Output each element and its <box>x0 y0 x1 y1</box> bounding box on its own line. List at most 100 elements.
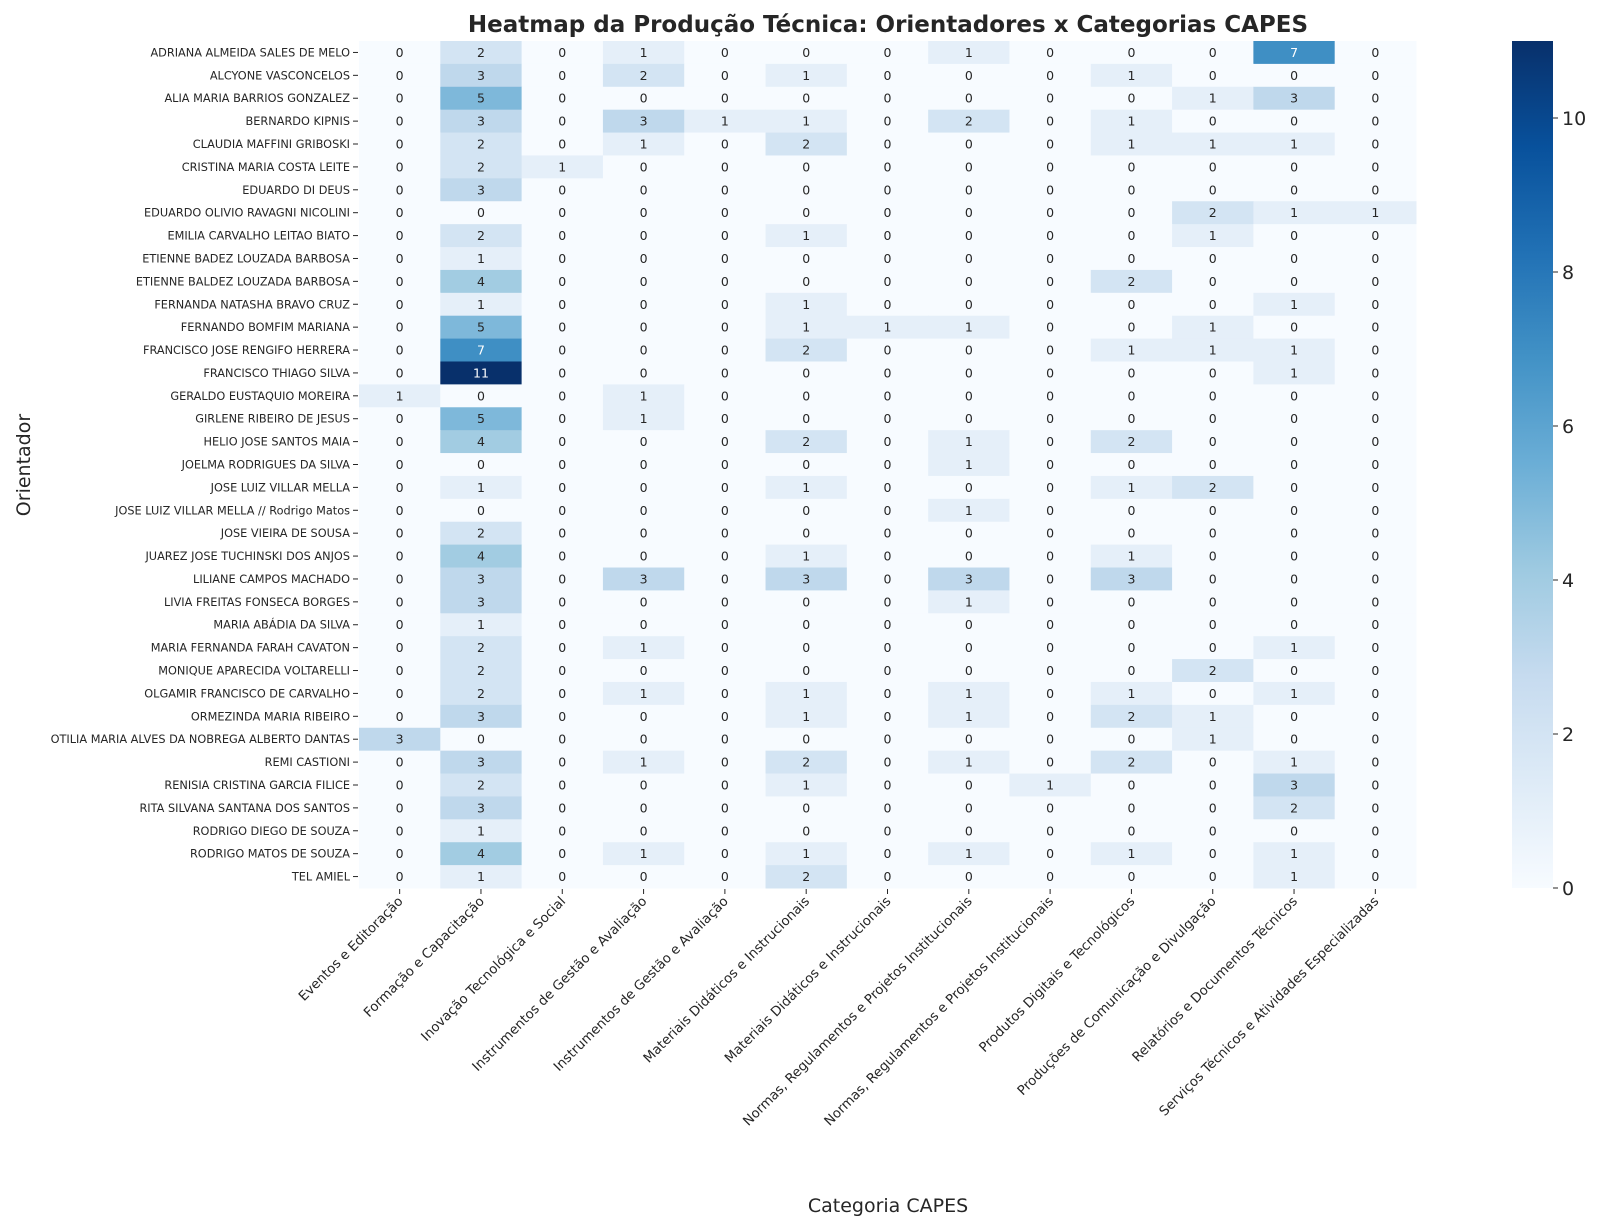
heatmap-cell <box>1090 155 1173 179</box>
cell-value-label: 0 <box>1371 755 1379 770</box>
heatmap-cell <box>1090 636 1173 660</box>
heatmap-cell <box>1334 681 1417 706</box>
heatmap-cell <box>684 613 767 637</box>
heatmap-cell <box>765 727 848 752</box>
cell-value-label: 0 <box>1371 663 1379 678</box>
y-tick-label: ADRIANA ALMEIDA SALES DE MELO <box>150 46 350 59</box>
cell-value-label: 0 <box>965 205 973 220</box>
heatmap-cell <box>521 407 604 431</box>
cell-value-label: 1 <box>802 709 810 724</box>
heatmap-cell <box>521 498 604 523</box>
colorbar-tick-label: 4 <box>1562 570 1574 592</box>
heatmap-cell <box>928 224 1010 248</box>
cell-value-label: 0 <box>1046 571 1054 586</box>
cell-value-label: 0 <box>1046 846 1054 861</box>
cell-value-label: 0 <box>396 686 404 701</box>
cell-value-label: 3 <box>1290 91 1298 106</box>
heatmap-cell <box>765 155 848 179</box>
cell-value-label: 0 <box>884 755 892 770</box>
heatmap-cell <box>765 521 848 546</box>
cell-value-label: 0 <box>965 640 973 655</box>
heatmap-cell <box>1334 315 1417 340</box>
cell-value-label: 1 <box>802 114 810 129</box>
cell-value-label: 0 <box>884 549 892 564</box>
cell-value-label: 0 <box>1371 411 1379 426</box>
cell-value-label: 0 <box>1290 182 1298 197</box>
cell-value-label: 0 <box>1127 297 1135 312</box>
cell-value-label: 0 <box>1127 228 1135 243</box>
heatmap-cell <box>521 521 604 546</box>
heatmap-cell <box>1172 63 1254 88</box>
heatmap-cell <box>928 865 1010 889</box>
heatmap-cell <box>440 292 523 317</box>
cell-value-label: 0 <box>1046 640 1054 655</box>
heatmap-cell <box>1334 842 1417 866</box>
heatmap-cell <box>684 384 767 408</box>
cell-value-label: 0 <box>721 137 729 152</box>
y-tick-label: RENISIA CRISTINA GARCIA FILICE <box>164 779 350 792</box>
y-tick-label: MONIQUE APARECIDA VOLTARELLI <box>158 665 350 678</box>
cell-value-label: 0 <box>965 823 973 838</box>
heatmap-cell <box>928 750 1010 775</box>
heatmap-cell <box>765 498 848 523</box>
heatmap-cell <box>359 681 441 706</box>
cell-value-label: 0 <box>396 251 404 266</box>
cell-value-label: 0 <box>1046 594 1054 609</box>
heatmap-cell <box>1172 132 1254 156</box>
heatmap-cell <box>684 475 767 500</box>
heatmap-cell <box>684 41 767 65</box>
cell-value-label: 0 <box>802 526 810 541</box>
cell-value-label: 0 <box>1290 274 1298 289</box>
heatmap-cell <box>1253 796 1336 820</box>
heatmap-cell <box>1090 544 1173 569</box>
cell-value-label: 0 <box>558 594 566 609</box>
heatmap-cell <box>602 773 685 797</box>
cell-value-label: 0 <box>640 800 648 815</box>
cell-value-label: 0 <box>721 571 729 586</box>
heatmap-cell <box>1172 407 1254 431</box>
cell-value-label: 0 <box>721 617 729 632</box>
heatmap-cell <box>1009 704 1092 729</box>
heatmap-cell <box>765 659 848 683</box>
cell-value-label: 0 <box>1290 388 1298 403</box>
heatmap-cell <box>602 315 685 340</box>
cell-value-label: 1 <box>1209 228 1217 243</box>
cell-value-label: 0 <box>1046 228 1054 243</box>
heatmap-cell <box>440 109 523 134</box>
cell-value-label: 0 <box>396 45 404 60</box>
heatmap-cell <box>684 636 767 660</box>
heatmap-cell <box>765 63 848 88</box>
heatmap-cell <box>1172 338 1254 362</box>
heatmap-cell <box>602 292 685 317</box>
cell-value-label: 0 <box>1371 869 1379 884</box>
cell-value-label: 0 <box>558 823 566 838</box>
heatmap-cell <box>359 727 441 752</box>
cell-value-label: 0 <box>721 365 729 380</box>
cell-value-label: 0 <box>1046 549 1054 564</box>
heatmap-cell <box>1172 865 1254 889</box>
cell-value-label: 0 <box>396 411 404 426</box>
heatmap-cell <box>1172 613 1254 637</box>
cell-value-label: 0 <box>1290 251 1298 266</box>
heatmap-cell <box>1172 819 1254 843</box>
heatmap-cell <box>846 613 929 637</box>
heatmap-cell <box>1334 453 1417 477</box>
cell-value-label: 0 <box>558 320 566 335</box>
cell-value-label: 0 <box>1371 503 1379 518</box>
cell-value-label: 0 <box>1046 480 1054 495</box>
heatmap-cell <box>928 201 1010 225</box>
cell-value-label: 0 <box>1046 137 1054 152</box>
heatmap-cell <box>1253 727 1336 752</box>
heatmap-cell <box>1009 453 1092 477</box>
cell-value-label: 0 <box>721 800 729 815</box>
heatmap-cell <box>1090 796 1173 820</box>
heatmap-cell <box>765 338 848 362</box>
heatmap-cell <box>1334 269 1417 294</box>
heatmap-cell <box>1090 224 1173 248</box>
heatmap-cell <box>521 315 604 340</box>
heatmap-cell <box>765 292 848 317</box>
cell-value-label: 0 <box>965 343 973 358</box>
heatmap-cell <box>521 636 604 660</box>
heatmap-cell <box>1090 475 1173 500</box>
